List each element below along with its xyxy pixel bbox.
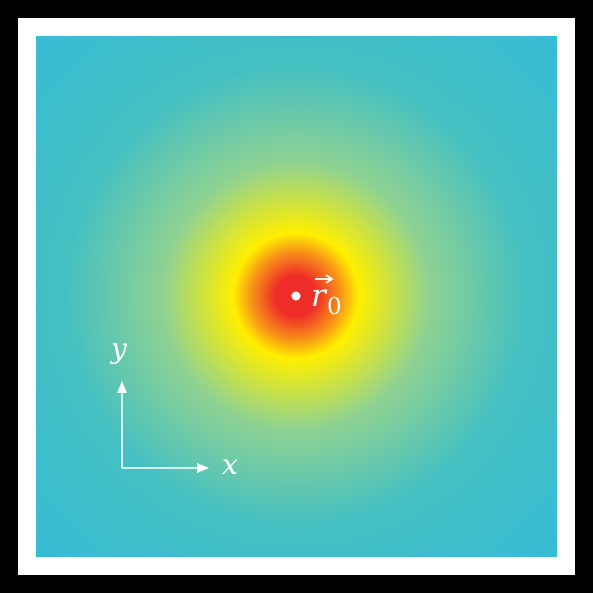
position-subscript: 0 [327,294,342,320]
position-vector-label: r 0 [311,274,342,320]
x-axis-label: x [222,448,238,481]
y-axis-label: y [109,332,128,365]
vector-arrow-head [325,274,334,284]
position-marker-dot [291,291,301,301]
position-symbol: r [311,278,328,314]
coordinate-axes: x y [109,332,238,481]
